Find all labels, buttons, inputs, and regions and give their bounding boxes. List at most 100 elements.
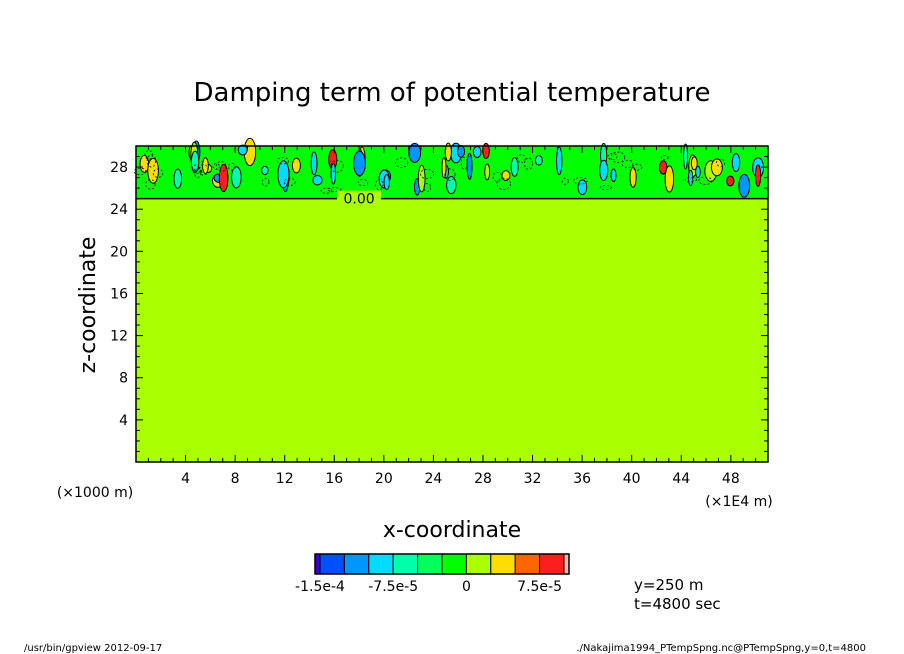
contour-blob [310, 151, 318, 176]
contour-dashed [716, 158, 726, 167]
contour-dashed [261, 177, 270, 187]
x-unit-left: (×1000 m) [57, 485, 133, 501]
contour-dashed [375, 178, 384, 191]
contour-blob [446, 175, 457, 195]
contour-blob [277, 160, 290, 189]
colorbar: -1.5e-4 -7.5e-5 0 7.5e-5 [295, 553, 570, 595]
contour-dashed [524, 157, 533, 170]
colorbar-frame [314, 553, 570, 575]
colorbar-tick-label: 0 [462, 579, 471, 595]
x-tick-label: 44 [672, 471, 690, 487]
contour-dashed [632, 163, 643, 171]
contour-blob [577, 179, 588, 196]
contour-blob [710, 158, 723, 177]
contour-blob [231, 166, 242, 189]
colorbar-cell [490, 553, 516, 575]
contour-dashed [357, 179, 369, 187]
contour-dashed [607, 153, 618, 161]
x-tick-label: 48 [722, 471, 740, 487]
contour-dashed [420, 168, 435, 180]
damping-layer-contours [133, 137, 765, 198]
contour-blob [664, 165, 675, 193]
contour-dashed [660, 155, 669, 161]
y-tick-label: 24 [110, 202, 128, 218]
colorbar-cell [441, 553, 467, 575]
contour-dashed [320, 187, 333, 194]
colorbar-cell [514, 553, 541, 575]
contour-blob [610, 168, 617, 182]
contour-blob [237, 144, 248, 156]
contour-dashed [133, 167, 147, 176]
contour-dashed [146, 154, 156, 168]
contour-dashed [144, 150, 154, 160]
y-axis-ticks: 4 8 12 16 20 24 28 [110, 156, 768, 452]
x-tick-label: 24 [424, 471, 442, 487]
info-t: t=4800 sec [634, 595, 721, 613]
colorbar-tick-label: -7.5e-5 [368, 579, 418, 595]
colorbar-cell [319, 553, 345, 575]
contour-blob [556, 146, 563, 176]
x-axis-label: x-coordinate [383, 518, 521, 543]
y-tick-label: 16 [110, 286, 128, 302]
x-tick-label: 16 [325, 471, 343, 487]
contour-dashed [194, 168, 202, 178]
contour-dashed [610, 151, 626, 163]
contour-blob [510, 157, 519, 177]
colorbar-tick-label: -1.5e-4 [295, 579, 345, 595]
y-axis-label: z-coordinate [76, 237, 101, 374]
contour-blob [330, 162, 337, 185]
contour-blob [441, 157, 447, 179]
contour-blob [383, 174, 390, 191]
contour-blob [484, 163, 491, 181]
contour-dashed [698, 176, 713, 185]
contour-dashed [516, 154, 526, 163]
footer-right: ./Nakajima1994_PTempSpng.nc@PTempSpng,y=… [576, 643, 866, 654]
contour-blob [731, 153, 741, 173]
contour-blob [417, 164, 426, 193]
contour-dashed [496, 177, 511, 190]
x-tick-label: 12 [276, 471, 294, 487]
contour-dashed [327, 187, 342, 193]
colorbar-cell [417, 553, 443, 575]
contour-dashed [573, 177, 588, 185]
contour-dashed [599, 185, 612, 191]
contour-dashed [212, 163, 220, 171]
contour-blob [291, 157, 301, 174]
x-tick-label: 40 [623, 471, 641, 487]
plot-area: 0.00 [133, 137, 769, 463]
contour-blob [353, 150, 366, 177]
contour-dashed [330, 159, 344, 173]
y-tick-label: 12 [110, 329, 128, 345]
contour-dashed [152, 168, 164, 178]
x-axis-ticks: 4 8 12 16 20 24 28 32 36 40 44 48 [147, 146, 757, 487]
contour-dashed [145, 179, 156, 190]
y-tick-label: 4 [119, 413, 128, 429]
contour-blob [408, 142, 422, 163]
contour-blob [690, 156, 698, 171]
info-y: y=250 m [634, 576, 703, 594]
contour-dashed [198, 164, 209, 176]
colorbar-cell [368, 553, 394, 575]
footer-left: /usr/bin/gpview 2012-09-17 [24, 643, 162, 654]
contour-blob [501, 170, 511, 181]
contour-dashed [621, 159, 634, 169]
contour-dashed [492, 171, 503, 182]
contour-blob [466, 152, 473, 180]
contour-dashed [561, 177, 569, 185]
contour-blob [726, 175, 735, 187]
contour-blob [472, 145, 482, 159]
contour-dashed [444, 168, 456, 181]
contour-dashed [215, 161, 227, 173]
contour-blob [534, 155, 543, 166]
contour-dashed [684, 177, 698, 183]
colorbar-cell [343, 553, 370, 575]
contour-label-bg [337, 190, 382, 207]
colorbar-cell [392, 553, 419, 575]
x-tick-label: 32 [524, 471, 542, 487]
contour-blob [683, 143, 689, 170]
contour-blob [261, 165, 269, 176]
contour-blob [444, 142, 452, 162]
contour-blob [218, 163, 229, 193]
